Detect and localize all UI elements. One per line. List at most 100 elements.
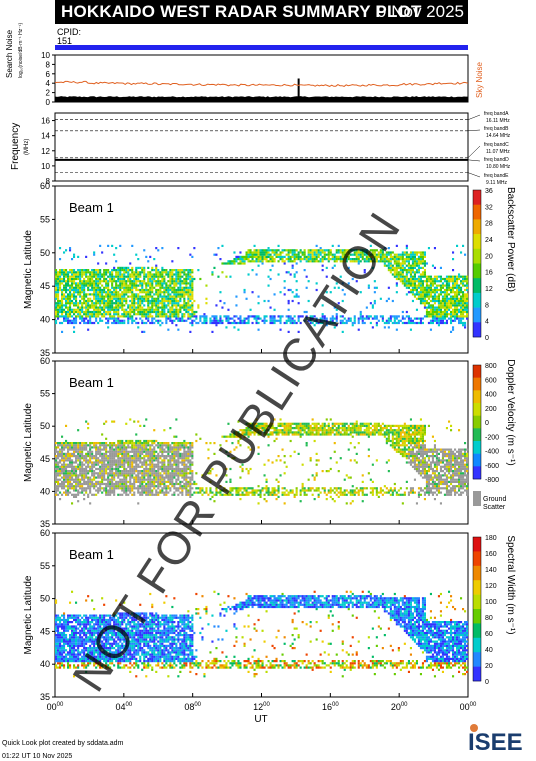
rti-cell	[61, 299, 64, 303]
rti-cell	[83, 467, 86, 471]
rti-cell	[75, 308, 78, 311]
rti-cell	[97, 282, 100, 285]
rti-cell	[279, 459, 282, 462]
rti-cell	[55, 472, 58, 475]
rti-cell	[460, 310, 463, 314]
rti-cell	[97, 463, 100, 466]
rti-cell	[303, 422, 306, 425]
rti-cell	[109, 275, 112, 278]
rti-cell	[283, 493, 286, 496]
rti-cell	[111, 482, 114, 486]
rti-cell	[113, 321, 116, 325]
rti-cell	[225, 326, 228, 329]
rti-cell	[141, 442, 144, 445]
rti-cell	[137, 258, 140, 261]
rti-cell	[61, 304, 64, 307]
rti-cell	[103, 465, 106, 468]
rti-cell	[441, 310, 444, 314]
rti-cell	[303, 489, 306, 492]
rti-cell	[143, 271, 146, 274]
rti-cell	[167, 480, 170, 483]
rti-cell	[81, 282, 84, 285]
rti-cell	[151, 461, 154, 464]
rti-cell	[75, 277, 78, 281]
rti-cell	[464, 299, 467, 303]
rti-cell	[127, 480, 130, 483]
rti-cell	[69, 319, 72, 322]
rti-cell	[177, 269, 180, 272]
rti-cell	[109, 482, 112, 486]
rti-cell	[115, 260, 118, 263]
rti-cell	[285, 422, 288, 425]
rti-cell	[325, 275, 328, 278]
rti-cell	[149, 284, 152, 287]
rti-cell	[151, 472, 154, 475]
rti-cell	[450, 277, 453, 281]
rti-cell	[121, 493, 124, 496]
rti-cell	[191, 304, 194, 307]
rti-cell	[131, 319, 134, 322]
rti-cell	[169, 317, 172, 320]
rti-cell	[405, 273, 408, 276]
rti-cell	[429, 282, 432, 285]
rti-cell	[261, 489, 264, 492]
rti-cell	[295, 431, 298, 434]
rti-cell	[177, 293, 180, 296]
rti-cell	[57, 478, 60, 481]
rti-cell	[117, 493, 120, 496]
rti-cell	[460, 299, 463, 303]
rti-cell	[123, 487, 126, 490]
rti-cell	[403, 280, 406, 283]
rti-cell	[57, 293, 60, 296]
rti-cell	[189, 476, 192, 479]
rti-cell	[351, 321, 354, 325]
rti-cell	[167, 452, 170, 455]
rti-cell	[147, 297, 150, 300]
rti-cell	[159, 457, 162, 460]
rti-cell	[181, 467, 184, 471]
rti-cell	[315, 253, 318, 256]
rti-cell	[79, 491, 82, 494]
rti-cell	[129, 288, 132, 292]
rti-cell	[413, 277, 416, 281]
rti-cell	[443, 308, 446, 311]
rti-cell	[273, 418, 276, 421]
rti-cell	[251, 255, 254, 258]
rti-cell	[149, 465, 152, 468]
rti-cell	[83, 455, 86, 458]
rti-cell	[357, 253, 360, 256]
rti-cell	[67, 273, 70, 276]
rti-cell	[73, 467, 76, 471]
rti-cell	[435, 275, 438, 278]
rti-cell	[95, 299, 98, 303]
rti-cell	[63, 315, 66, 318]
rti-cell	[157, 485, 160, 488]
rti-cell	[225, 319, 228, 322]
rti-cell	[309, 249, 312, 252]
rti-cell	[193, 277, 196, 281]
rti-cell	[271, 321, 274, 325]
rti-cell	[117, 295, 120, 298]
rti-cell	[139, 310, 142, 314]
rti-cell	[107, 491, 110, 494]
rti-cell	[57, 489, 60, 492]
rti-cell	[129, 470, 132, 473]
rti-cell	[337, 244, 340, 247]
rti-cell	[115, 463, 118, 466]
rti-cell	[107, 455, 110, 458]
rti-cell	[131, 450, 134, 453]
rti-cell	[61, 291, 64, 294]
rti-cell	[129, 286, 132, 289]
rti-cell	[127, 280, 130, 283]
rti-cell	[155, 450, 158, 453]
rti-cell	[179, 470, 182, 473]
rti-cell	[121, 487, 124, 490]
rti-cell	[175, 269, 178, 272]
rti-cell	[169, 284, 172, 287]
rti-cell	[73, 452, 76, 455]
rti-cell	[443, 313, 446, 316]
rti-cell	[139, 424, 142, 427]
rti-cell	[291, 317, 294, 320]
rti-cell	[65, 271, 68, 274]
rti-cell	[233, 262, 236, 265]
